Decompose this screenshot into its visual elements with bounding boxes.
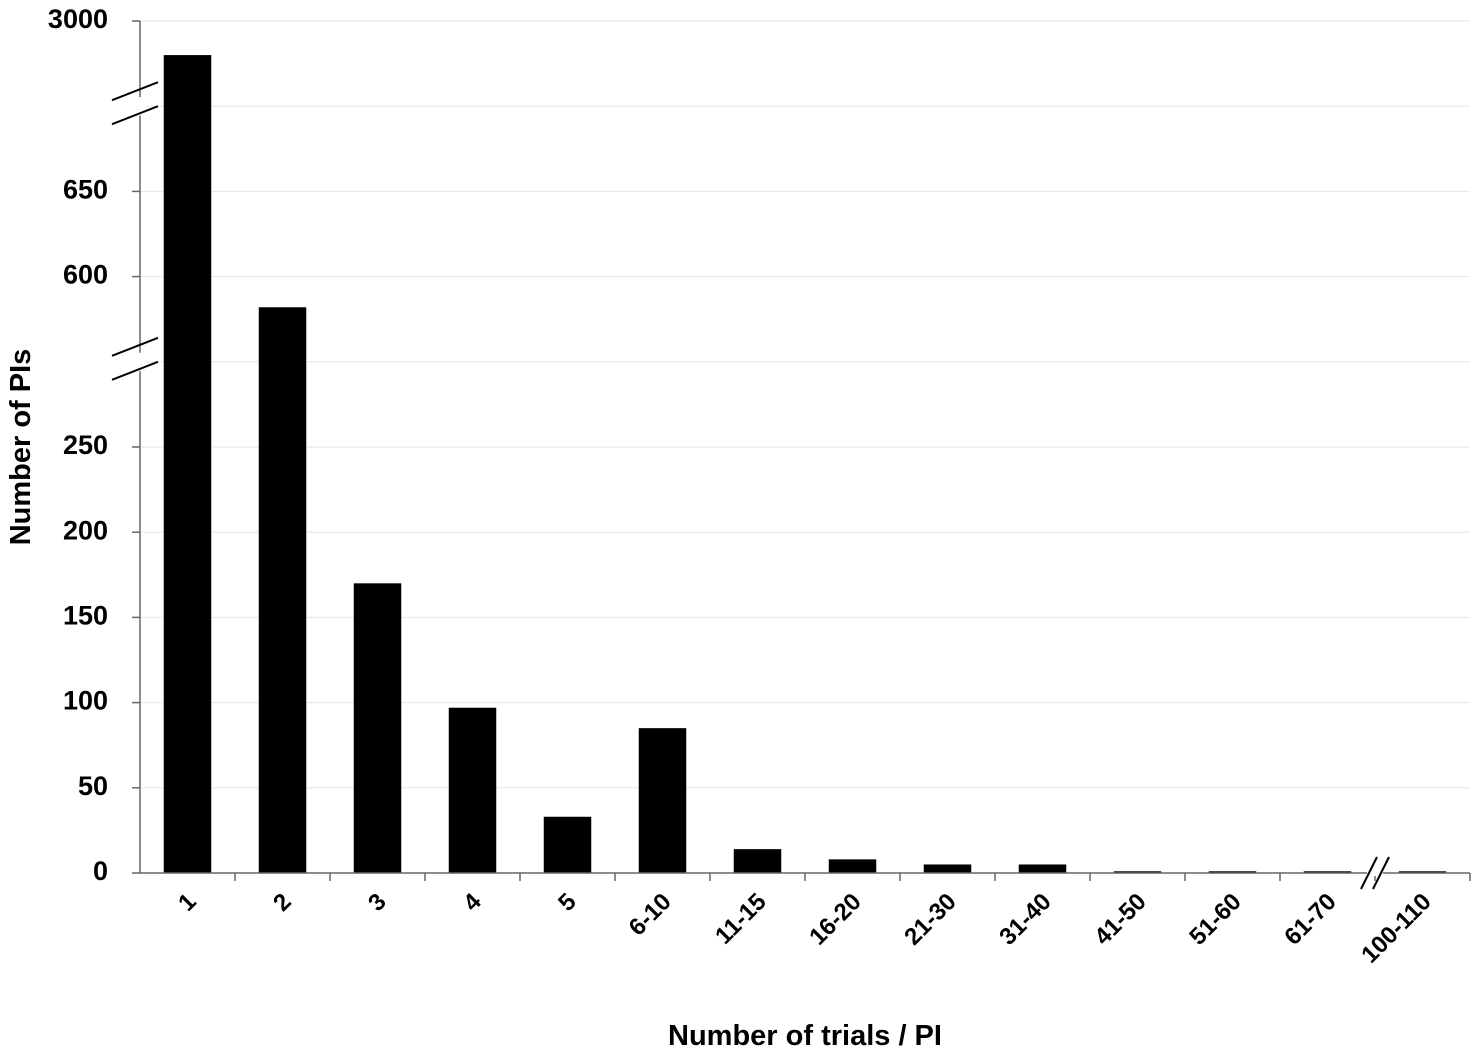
axis-break-gap: [114, 352, 149, 382]
x-tick-label: 41-50: [1089, 888, 1152, 951]
y-tick-label: 200: [63, 515, 108, 545]
bar: [543, 816, 592, 873]
bar: [638, 728, 687, 873]
bar: [923, 864, 972, 873]
y-tick-label: 50: [78, 771, 108, 801]
bar: [1303, 871, 1352, 873]
bar: [258, 307, 307, 874]
bar: [1398, 871, 1447, 873]
axis-break-mark: [1360, 856, 1378, 890]
bar: [1018, 864, 1067, 873]
x-axis-title: Number of trials / PI: [668, 1020, 942, 1052]
axis-break-mark: [111, 81, 159, 102]
x-tick-label: 3: [363, 888, 392, 917]
bar: [353, 583, 402, 873]
axis-break-mark: [111, 105, 159, 126]
axis-break-gap: [1367, 870, 1383, 876]
y-tick-label: 250: [63, 430, 108, 460]
axis-break-mark: [111, 336, 159, 357]
x-tick-label: 2: [268, 888, 297, 917]
y-tick-label: 100: [63, 686, 108, 716]
y-tick-label: 3000: [48, 4, 108, 34]
bar: [448, 707, 497, 873]
x-tick-label: 21-30: [899, 888, 962, 951]
y-tick-label: 150: [63, 601, 108, 631]
y-axis-title: Number of PIs: [5, 349, 37, 546]
x-tick-label: 11-15: [710, 888, 772, 950]
bar: [1113, 871, 1162, 873]
axis-break-mark: [1372, 856, 1390, 890]
bar: [828, 859, 877, 873]
x-tick-label: 4: [458, 888, 487, 917]
x-tick-label: 6-10: [624, 888, 677, 941]
axis-break-gap: [114, 96, 149, 126]
y-tick-label: 650: [63, 175, 108, 205]
x-tick-label: 5: [553, 888, 582, 917]
axis-break-mark: [111, 360, 159, 381]
x-tick-label: 100-110: [1356, 888, 1436, 968]
y-tick-label: 0: [93, 856, 108, 886]
x-tick-label: 51-60: [1184, 888, 1247, 951]
bar: [1208, 871, 1257, 873]
x-tick-label: 16-20: [804, 888, 867, 951]
x-tick-label: 61-70: [1279, 888, 1342, 951]
bar: [733, 849, 782, 873]
x-tick-label: 1: [173, 888, 202, 917]
bar: [163, 55, 212, 873]
y-tick-label: 600: [63, 260, 108, 290]
x-tick-label: 31-40: [994, 888, 1057, 951]
